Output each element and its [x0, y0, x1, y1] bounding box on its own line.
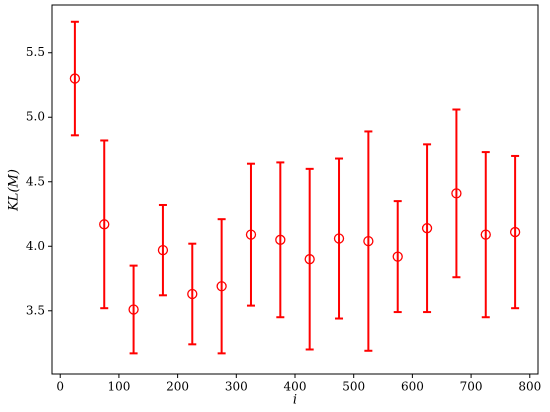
- point: [333, 233, 345, 244]
- point: [99, 219, 110, 230]
- point: [480, 229, 491, 240]
- y-tick-label: 5.5: [26, 45, 45, 59]
- point: [392, 251, 403, 262]
- point: [187, 288, 198, 300]
- y-axis-title: KL(M): [7, 169, 22, 212]
- error-bar: [158, 203, 167, 297]
- point: [245, 229, 257, 240]
- y-tick-label: 3.5: [26, 303, 45, 317]
- error-bar: [305, 167, 314, 351]
- error-bar: [452, 108, 461, 279]
- y-tick-label: 4.0: [26, 239, 45, 253]
- point: [304, 254, 315, 265]
- x-tick-label: 700: [460, 380, 483, 394]
- error-bar: [217, 218, 226, 355]
- x-tick-label: 500: [342, 380, 365, 394]
- error-bar: [364, 130, 373, 352]
- x-tick-label: 100: [107, 380, 130, 394]
- x-axis-title: i: [293, 393, 297, 408]
- point: [69, 73, 81, 84]
- point: [363, 235, 374, 247]
- x-tick-label: 600: [401, 380, 424, 394]
- x-tick-label: 0: [56, 380, 64, 394]
- plot-frame: [51, 4, 539, 375]
- point: [509, 226, 521, 238]
- point: [128, 304, 139, 315]
- y-tick-label: 4.5: [26, 174, 45, 188]
- error-bar: [100, 139, 109, 310]
- point: [421, 223, 433, 234]
- error-bar: [188, 242, 197, 346]
- error-bar: [393, 200, 402, 314]
- x-tick-label: 200: [166, 380, 189, 394]
- error-bar: [511, 154, 520, 310]
- error-bar: [423, 143, 432, 314]
- x-tick-label: 300: [225, 380, 248, 394]
- error-bar: [276, 161, 285, 319]
- point: [216, 281, 227, 292]
- error-bar: [481, 151, 490, 319]
- x-tick-label: 400: [284, 380, 307, 394]
- error-bar: [246, 162, 255, 307]
- error-bar: [70, 20, 79, 137]
- x-tick-label: 800: [518, 380, 541, 394]
- point: [275, 234, 286, 245]
- point: [451, 188, 462, 199]
- error-bar: [129, 264, 138, 355]
- y-tick-label: 5.0: [26, 110, 45, 124]
- point: [157, 244, 169, 256]
- error-bar: [335, 157, 344, 320]
